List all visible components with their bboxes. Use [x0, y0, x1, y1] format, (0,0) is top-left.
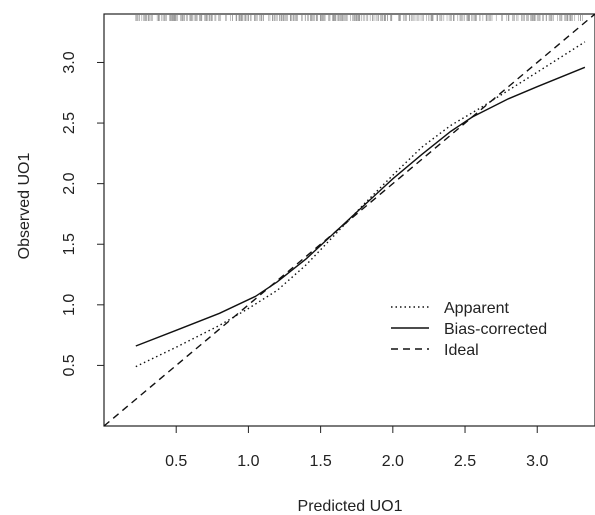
y-axis: 0.5 1.0 1.5 2.0 2.5 3.0: [61, 51, 104, 377]
y-tick-label: 3.0: [61, 51, 78, 73]
x-tick-label: 1.0: [237, 453, 259, 470]
series-line-bias-corrected: [135, 66, 586, 347]
x-tick-label: 3.0: [526, 453, 548, 470]
y-tick-label: 1.0: [61, 294, 78, 316]
y-tick-label: 1.5: [61, 233, 78, 255]
y-tick-label: 0.5: [61, 354, 78, 376]
y-tick-label: 2.0: [61, 172, 78, 194]
x-axis-title: Predicted UO1: [298, 498, 403, 515]
legend-label: Apparent: [444, 300, 509, 317]
legend-label: Bias-corrected: [444, 321, 547, 338]
y-tick-label: 2.5: [61, 112, 78, 134]
series-line-apparent: [135, 41, 586, 368]
rug-ticks: [135, 15, 583, 21]
legend-label: Ideal: [444, 342, 479, 359]
x-tick-label: 0.5: [165, 453, 187, 470]
legend: Apparent Bias-corrected Ideal: [391, 300, 547, 359]
x-tick-label: 2.5: [454, 453, 476, 470]
x-axis: 0.5 1.0 1.5 2.0 2.5 3.0: [165, 426, 548, 470]
y-axis-title: Observed UO1: [16, 153, 33, 260]
plot-frame: [103, 13, 595, 427]
x-tick-label: 2.0: [382, 453, 404, 470]
series-line-ideal: [103, 13, 595, 427]
series-lines: [103, 13, 595, 427]
x-tick-label: 1.5: [309, 453, 331, 470]
